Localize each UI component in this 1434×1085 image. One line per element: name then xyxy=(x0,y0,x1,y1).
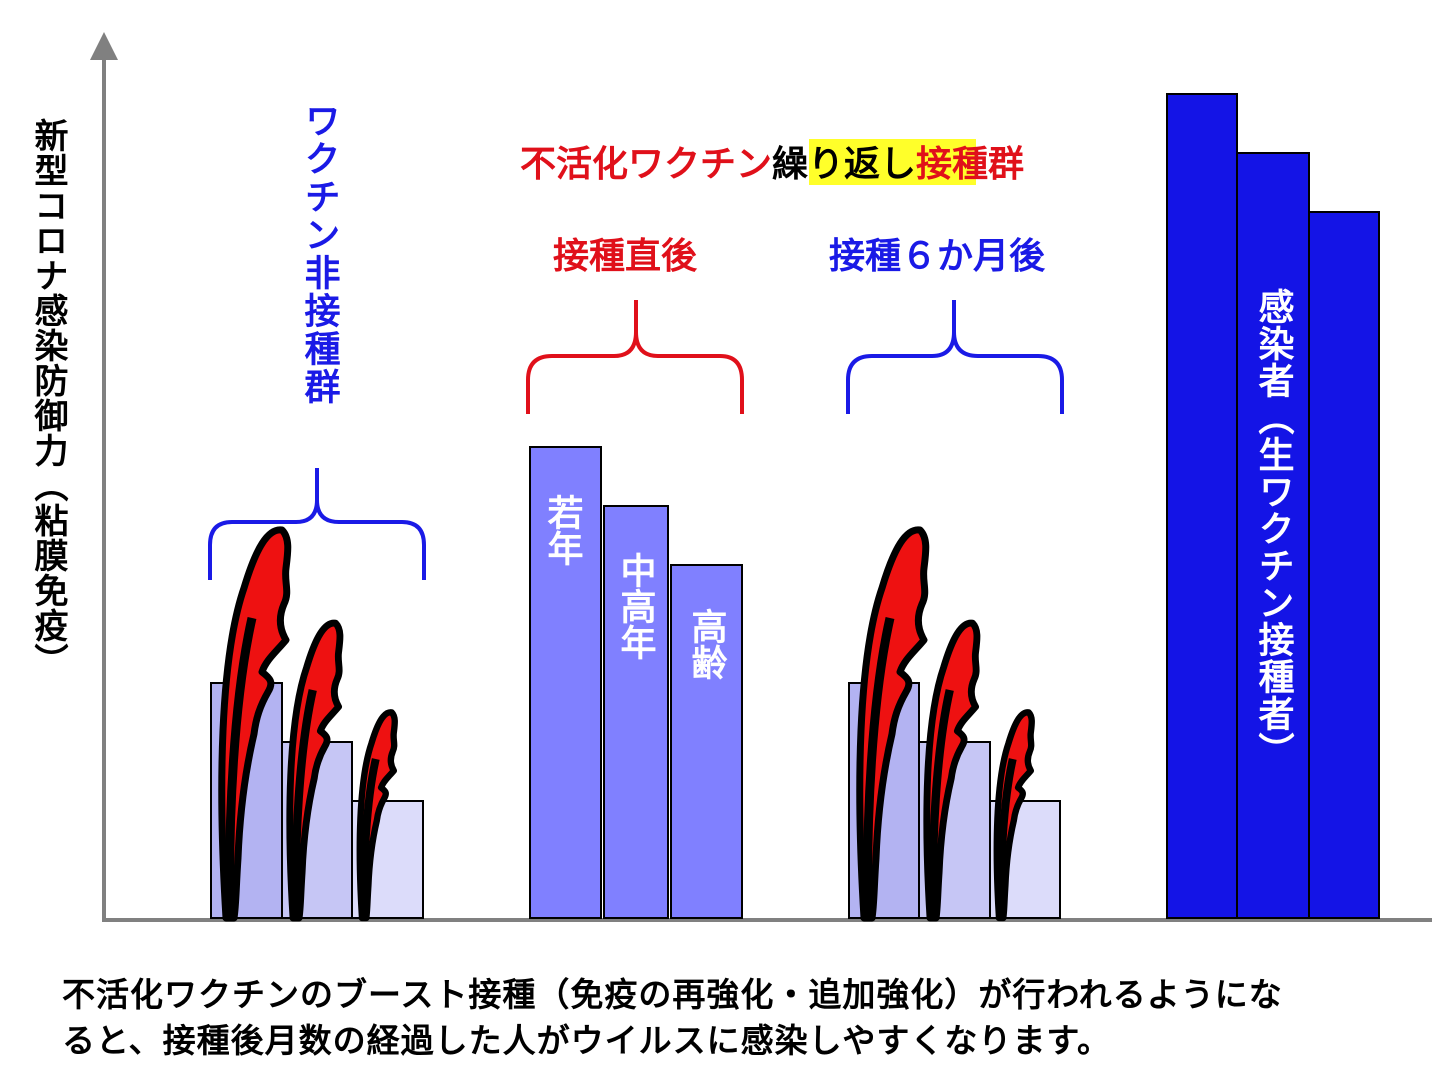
flame-icon xyxy=(356,709,398,922)
virus-flames-six-months xyxy=(856,526,1035,922)
brace-unvaccinated xyxy=(208,468,426,580)
bars-right-after: 若年 中高年 高齢 xyxy=(529,446,743,919)
bar-after-elderly xyxy=(670,564,743,919)
label-infected: 感染者（生ワクチン接種者） xyxy=(1253,288,1295,769)
bar-after-middle xyxy=(603,505,669,919)
axes xyxy=(90,32,1432,922)
bar-infected-elderly xyxy=(1308,211,1380,919)
flame-icon xyxy=(993,709,1035,922)
bar-label-elderly: 高齢 xyxy=(686,608,727,680)
bar-infected-young xyxy=(1166,93,1238,919)
bar-infected-middle xyxy=(1236,152,1310,919)
bar-after-young xyxy=(529,446,602,919)
label-right-after: 接種直後 xyxy=(553,236,698,277)
bar-label-middle: 中高年 xyxy=(615,552,657,660)
caption-line-1: 不活化ワクチンのブースト接種（免疫の再強化・追加強化）が行われるようにな xyxy=(62,975,1283,1014)
header-title-text: 不活化ワクチン繰り返し接種群 xyxy=(520,144,1024,185)
virus-flames-unvaccinated xyxy=(218,526,398,922)
label-six-months: 接種６か月後 xyxy=(829,236,1046,277)
caption-line-2: ると、接種後月数の経過した人がウイルスに感染しやすくなります。 xyxy=(62,1021,1112,1060)
bars-infected: 感染者（生ワクチン接種者） xyxy=(1166,93,1380,919)
brace-six-months xyxy=(846,300,1064,414)
flame-icon xyxy=(218,526,292,922)
caption: 不活化ワクチンのブースト接種（免疫の再強化・追加強化）が行われるようにな ると、… xyxy=(62,972,1422,1064)
y-axis-arrow-icon xyxy=(90,32,118,60)
diagram: 新型コロナ感染防御力（粘膜免疫） 不活化ワクチン繰り返し接種群 ワクチン非接種群… xyxy=(28,32,1432,922)
flame-icon xyxy=(923,619,981,922)
brace-right-after xyxy=(526,300,744,414)
bar-label-young: 若年 xyxy=(542,494,584,566)
label-unvaccinated: ワクチン非接種群 xyxy=(299,102,341,406)
y-axis-label: 新型コロナ感染防御力（粘膜免疫） xyxy=(28,118,69,678)
flame-icon xyxy=(286,619,344,922)
flame-icon xyxy=(856,526,930,922)
header-title: 不活化ワクチン繰り返し接種群 xyxy=(520,139,1024,185)
header-highlight xyxy=(809,139,976,185)
